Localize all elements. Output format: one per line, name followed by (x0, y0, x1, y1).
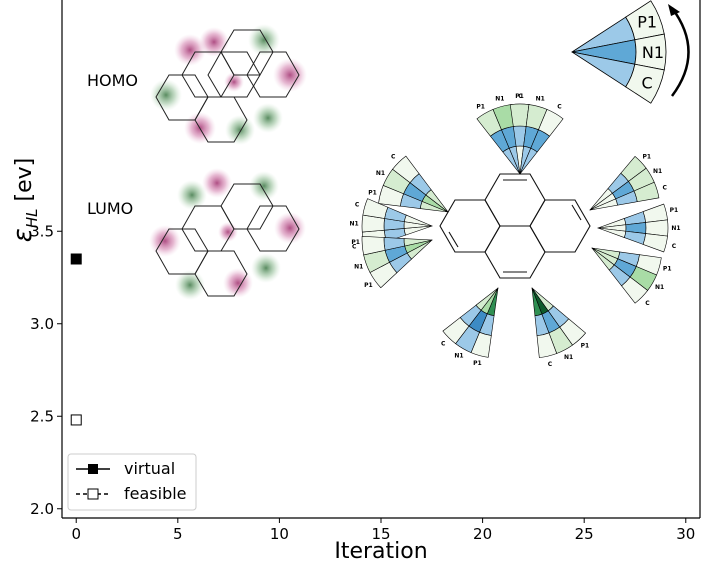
fan-atom-label: N1 (536, 96, 545, 103)
x-tick-label: 0 (71, 525, 81, 543)
fan-cell (642, 203, 668, 223)
homo-orbital-inset: HOMO (87, 24, 307, 145)
x-ticks: 0 5 10 15 20 25 30 (71, 518, 695, 543)
y-tick-label: 3.5 (30, 222, 54, 240)
legend-virtual-label: virtual (124, 459, 175, 478)
x-axis-title: Iteration (334, 539, 427, 562)
y-tick-label: 2.0 (30, 500, 54, 518)
fan-atom-label: P1 (476, 104, 485, 111)
key-row-label: C (642, 73, 653, 92)
x-tick-label: 30 (676, 525, 695, 543)
fan-cell (621, 276, 649, 304)
legend-virtual-marker (88, 464, 98, 474)
x-tick-label: 20 (473, 525, 492, 543)
fan-cell (509, 103, 530, 127)
point-virtual (70, 253, 82, 265)
y-axis-title: εHL [ev] (8, 158, 41, 242)
fan-atom-label: C (518, 93, 523, 100)
fan-atom-label: P1 (581, 342, 590, 349)
homo-label: HOMO (87, 71, 138, 90)
legend: virtual feasible (67, 453, 197, 511)
fan-cell (623, 230, 647, 245)
fan-cell (442, 317, 470, 345)
fan-atom-label: C (663, 185, 668, 192)
fan-atom-label: C (672, 243, 677, 250)
key-cell (625, 63, 665, 104)
x-tick-label: 25 (575, 525, 594, 543)
fan-atom-label: N1 (653, 168, 662, 175)
central-molecule (439, 173, 591, 279)
lumo-molecule (155, 183, 300, 297)
fan-atom-label: N1 (655, 284, 664, 291)
lumo-label: LUMO (87, 199, 133, 218)
data-points (70, 253, 82, 426)
fan-atom-label: P1 (473, 360, 482, 367)
y-tick-label: 2.5 (30, 407, 54, 425)
legend-feasible-label: feasible (124, 484, 187, 503)
fan-atom-label: N1 (454, 353, 463, 360)
fan-cell (642, 233, 668, 253)
x-tick-label: 5 (173, 525, 183, 543)
atom-fan: P1 N1 C (441, 287, 499, 367)
fan-atom-label: C (645, 300, 650, 307)
fan-atom-label: N1 (376, 170, 385, 177)
lumo-orbital-inset: LUMO (87, 168, 306, 300)
atom-fan: P1 N1 C (591, 247, 672, 307)
fan-atom-label: P1 (515, 93, 524, 100)
fan-cell (361, 236, 386, 256)
lumo-lobes (149, 168, 306, 300)
point-feasible (70, 414, 82, 426)
x-tick-label: 15 (371, 525, 390, 543)
fan-atom-label: C (548, 361, 553, 368)
fan-atom-label: N1 (349, 220, 358, 227)
legend-feasible-marker (87, 488, 99, 500)
key-row-label: P1 (637, 13, 657, 32)
atom-fan: P1 N1 C (352, 236, 433, 289)
fan-cell (633, 181, 660, 203)
fan-atom-label: P1 (351, 239, 360, 246)
rotation-arrow (670, 7, 690, 97)
fan-cell (392, 155, 420, 184)
fan-cell (536, 332, 558, 358)
fan-atom-label: P1 (368, 189, 377, 196)
fan-atom-label: N1 (564, 354, 573, 361)
atom-fan: P1 N1 C (509, 93, 564, 175)
fan-atom-label: C (355, 202, 360, 209)
fan-cell (362, 198, 389, 219)
fan-atom-label: P1 (364, 282, 373, 289)
atom-fan: P1 N1 C (368, 154, 449, 213)
fan-atom-label: N1 (495, 96, 504, 103)
fan-atom-label: P1 (642, 153, 651, 160)
homo-molecule (155, 29, 300, 143)
key-row-label: N1 (642, 43, 664, 62)
wedge-key: P1 N1 C (571, 0, 667, 104)
fan-atom-label: N1 (354, 264, 363, 271)
fan-atom-label: C (391, 154, 396, 161)
legend-frame (67, 453, 197, 511)
fan-atom-label: C (557, 104, 562, 111)
atom-fan: P1 N1 C (597, 203, 681, 253)
atom-fan: P1 N1 C (531, 287, 590, 368)
atom-fan: P1 N1 C (589, 153, 668, 211)
fan-atom-label: P1 (670, 207, 679, 214)
x-tick-label: 10 (270, 525, 289, 543)
fan-atom-label: N1 (671, 225, 680, 232)
fan-atom-label: P1 (663, 266, 672, 273)
y-tick-label: 3.0 (30, 315, 54, 333)
fan-atom-label: C (352, 243, 357, 250)
fan-atom-label: C (441, 340, 446, 347)
fan-cell (538, 109, 564, 137)
rotation-arrowhead (668, 4, 680, 16)
y-ticks: 2.0 2.5 3.0 3.5 (30, 222, 62, 518)
